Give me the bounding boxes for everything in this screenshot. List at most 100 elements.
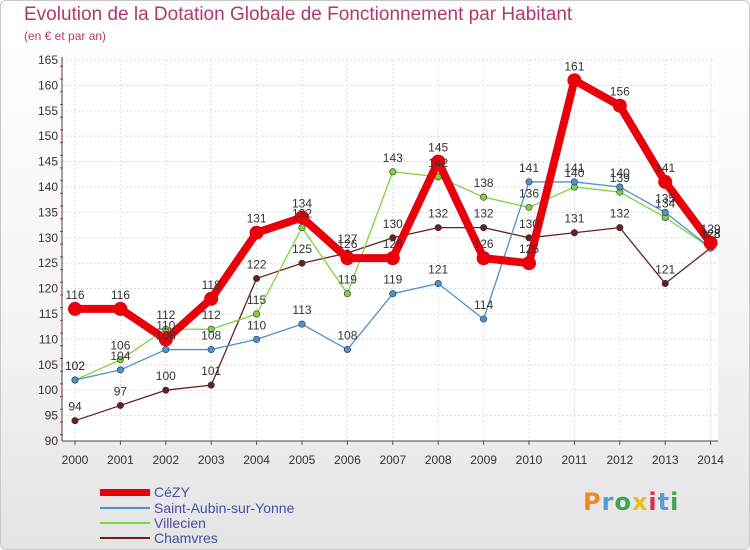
data-point-villecien xyxy=(389,168,397,176)
data-point-cezy xyxy=(204,291,219,306)
x-tick-label: 2013 xyxy=(652,453,679,467)
data-label-chamvres: 94 xyxy=(68,400,82,414)
data-point-chamvres xyxy=(616,224,624,232)
data-label-villecien: 142 xyxy=(428,156,448,170)
y-tick-label: 120 xyxy=(38,282,58,296)
data-point-saint-aubin-sur-yonne xyxy=(253,335,261,343)
y-tick-label: 130 xyxy=(38,231,58,245)
x-tick-label: 2008 xyxy=(425,453,452,467)
logo-letter: x xyxy=(631,488,649,516)
data-point-cezy xyxy=(113,301,128,316)
logo-letter: i xyxy=(648,488,658,516)
legend-item-villecien: Villecien xyxy=(100,515,206,531)
data-point-chamvres xyxy=(207,381,215,389)
data-point-saint-aubin-sur-yonne xyxy=(389,290,397,298)
data-label-villecien: 138 xyxy=(474,176,494,190)
legend-item-cezy: CéZY xyxy=(100,484,190,500)
data-label-villecien: 119 xyxy=(338,273,357,287)
data-point-saint-aubin-sur-yonne xyxy=(525,178,533,186)
y-tick-label: 95 xyxy=(45,409,59,423)
data-point-chamvres xyxy=(389,234,397,242)
data-point-cezy xyxy=(567,73,582,88)
data-point-villecien xyxy=(525,203,533,211)
data-label-cezy: 141 xyxy=(655,161,675,175)
data-label-chamvres: 97 xyxy=(114,384,128,398)
data-label-cezy: 110 xyxy=(156,318,175,332)
data-point-cezy xyxy=(612,98,627,113)
axes: 90 95 100 105 110 115 120 125 130 135 140 145 150 155… xyxy=(38,53,724,467)
data-point-chamvres xyxy=(661,280,669,288)
data-label-saint-aubin-sur-yonne: 108 xyxy=(156,329,176,343)
data-label-villecien: 128 xyxy=(701,227,721,241)
legend-swatch-villecien xyxy=(100,522,150,524)
data-point-saint-aubin-sur-yonne xyxy=(434,280,442,288)
data-label-saint-aubin-sur-yonne: 110 xyxy=(247,318,266,332)
legend-label-villecien: Villecien xyxy=(154,515,206,531)
data-label-cezy: 126 xyxy=(474,237,494,251)
y-tick-label: 90 xyxy=(45,434,59,448)
data-label-saint-aubin-sur-yonne: 114 xyxy=(474,298,493,312)
data-label-saint-aubin-sur-yonne: 108 xyxy=(337,329,357,343)
data-label-chamvres: 131 xyxy=(564,212,584,226)
data-label-cezy: 129 xyxy=(701,222,721,236)
data-point-saint-aubin-sur-yonne xyxy=(162,346,170,354)
data-label-chamvres: 121 xyxy=(655,263,675,277)
data-label-chamvres: 128 xyxy=(701,227,721,241)
data-point-chamvres xyxy=(116,401,124,409)
data-point-chamvres xyxy=(298,259,306,267)
y-tick-label: 150 xyxy=(38,129,58,143)
data-label-chamvres: 130 xyxy=(383,217,403,231)
data-point-villecien xyxy=(480,193,488,201)
data-label-cezy: 126 xyxy=(337,237,357,251)
data-point-chamvres xyxy=(162,386,170,394)
y-tick-label: 160 xyxy=(38,78,58,92)
y-tick-label: 140 xyxy=(38,180,58,194)
data-point-chamvres xyxy=(570,229,578,237)
data-point-cezy xyxy=(658,174,673,189)
y-tick-label: 145 xyxy=(38,155,58,169)
y-tick-label: 105 xyxy=(38,358,58,372)
logo-letter: P xyxy=(583,488,602,516)
data-label-villecien: 132 xyxy=(292,207,312,221)
data-point-saint-aubin-sur-yonne xyxy=(480,315,488,323)
data-point-villecien xyxy=(253,310,261,318)
data-point-villecien xyxy=(343,290,351,298)
data-point-cezy xyxy=(703,235,718,250)
data-point-cezy xyxy=(431,154,446,169)
y-tick-label: 110 xyxy=(39,332,58,346)
x-tick-label: 2005 xyxy=(289,453,316,467)
proxiti-logo: Proxiti xyxy=(583,488,679,516)
data-label-saint-aubin-sur-yonne: 141 xyxy=(519,161,539,175)
x-tick-label: 2006 xyxy=(334,453,361,467)
data-label-cezy: 161 xyxy=(564,59,584,73)
data-label-villecien: 112 xyxy=(202,308,221,322)
data-label-saint-aubin-sur-yonne: 119 xyxy=(383,273,402,287)
legend-swatch-chamvres xyxy=(100,537,150,539)
logo-letter: o xyxy=(614,488,632,516)
y-tick-label: 155 xyxy=(38,104,58,118)
x-tick-label: 2011 xyxy=(561,453,587,467)
data-point-cezy xyxy=(476,251,491,266)
data-point-villecien xyxy=(207,325,215,333)
data-label-cezy: 116 xyxy=(111,288,130,302)
data-label-cezy: 126 xyxy=(383,237,403,251)
data-label-saint-aubin-sur-yonne: 108 xyxy=(201,329,221,343)
data-point-chamvres xyxy=(480,224,488,232)
legend-swatch-cezy xyxy=(100,488,150,496)
x-tick-label: 2007 xyxy=(379,453,406,467)
y-tick-label: 125 xyxy=(38,256,58,270)
data-label-chamvres: 132 xyxy=(428,207,448,221)
data-label-saint-aubin-sur-yonne: 104 xyxy=(110,349,130,363)
data-point-saint-aubin-sur-yonne xyxy=(570,178,578,186)
legend-item-chamvres: Chamvres xyxy=(100,530,218,546)
data-label-cezy: 125 xyxy=(519,242,539,256)
data-label-chamvres: 132 xyxy=(474,207,494,221)
logo-letter: i xyxy=(670,488,680,516)
data-label-villecien: 143 xyxy=(383,151,403,165)
data-label-chamvres: 132 xyxy=(610,207,630,221)
legend-label-chamvres: Chamvres xyxy=(154,530,218,546)
logo-letter: t xyxy=(657,488,671,516)
chart-title: Evolution de la Dotation Globale de Fonc… xyxy=(24,4,573,25)
data-label-cezy: 116 xyxy=(65,288,84,302)
data-label-cezy: 118 xyxy=(202,278,221,292)
